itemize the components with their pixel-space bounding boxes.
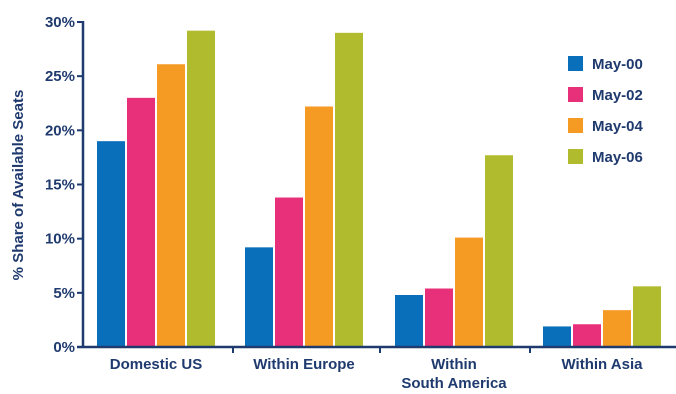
- y-ticks-group: 0% 5% 10% 15% 20% 25% 30%: [45, 14, 83, 356]
- y-axis-title-group: % Share of Available Seats: [10, 90, 27, 281]
- legend-swatch-may-06: [568, 149, 583, 164]
- y-tick-label-1: 5%: [53, 285, 75, 302]
- bars-group: [97, 30, 661, 348]
- x-category-label-1: Within Europe: [253, 356, 355, 373]
- x-category-label-2-line-0: Within: [431, 356, 477, 373]
- legend-swatch-may-00: [568, 56, 583, 71]
- y-tick-label-5: 25%: [45, 68, 75, 85]
- bar-may-02-cat-3: [573, 324, 601, 347]
- bar-may-04-cat-2: [455, 237, 483, 347]
- bar-may-06-cat-3: [633, 286, 661, 347]
- legend-label-may-00: May-00: [592, 56, 643, 73]
- bar-may-00-cat-1: [245, 247, 273, 347]
- bar-may-02-cat-1: [275, 197, 303, 347]
- x-category-label-2-line-1: South America: [401, 375, 507, 392]
- bar-may-00-cat-3: [543, 326, 571, 347]
- y-tick-label-2: 10%: [45, 231, 75, 248]
- legend: May-00 May-02 May-04 May-06: [568, 56, 644, 166]
- y-tick-label-0: 0%: [53, 339, 75, 356]
- bar-may-02-cat-0: [127, 97, 155, 347]
- legend-label-may-02: May-02: [592, 87, 643, 104]
- x-category-label-3: Within Asia: [562, 356, 644, 373]
- x-labels-group: Domestic US Within Europe Within South Amer…: [110, 356, 643, 392]
- bar-may-06-cat-0: [187, 30, 215, 348]
- bar-may-06-cat-2: [485, 155, 513, 347]
- bar-may-00-cat-2: [395, 295, 423, 347]
- x-category-label-0: Domestic US: [110, 356, 203, 373]
- bar-may-04-cat-3: [603, 310, 631, 347]
- y-tick-label-6: 30%: [45, 14, 75, 31]
- y-tick-label-3: 15%: [45, 177, 75, 194]
- bar-may-00-cat-0: [97, 141, 125, 347]
- y-tick-label-4: 20%: [45, 122, 75, 139]
- bar-may-04-cat-1: [305, 106, 333, 347]
- legend-swatch-may-02: [568, 87, 583, 102]
- bar-may-04-cat-0: [157, 64, 185, 347]
- legend-label-may-06: May-06: [592, 149, 643, 166]
- y-axis-label: % Share of Available Seats: [10, 90, 27, 281]
- legend-label-may-04: May-04: [592, 118, 644, 135]
- bar-may-06-cat-1: [335, 32, 363, 347]
- bar-may-02-cat-2: [425, 288, 453, 347]
- legend-swatch-may-04: [568, 118, 583, 133]
